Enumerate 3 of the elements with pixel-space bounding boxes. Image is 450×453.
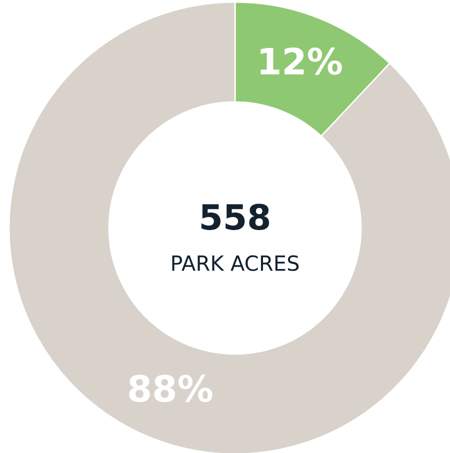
- text: 558: [201, 204, 270, 230]
- text: PARK ACRES: [172, 255, 299, 272]
- data-label: 12%: [260, 48, 342, 75]
